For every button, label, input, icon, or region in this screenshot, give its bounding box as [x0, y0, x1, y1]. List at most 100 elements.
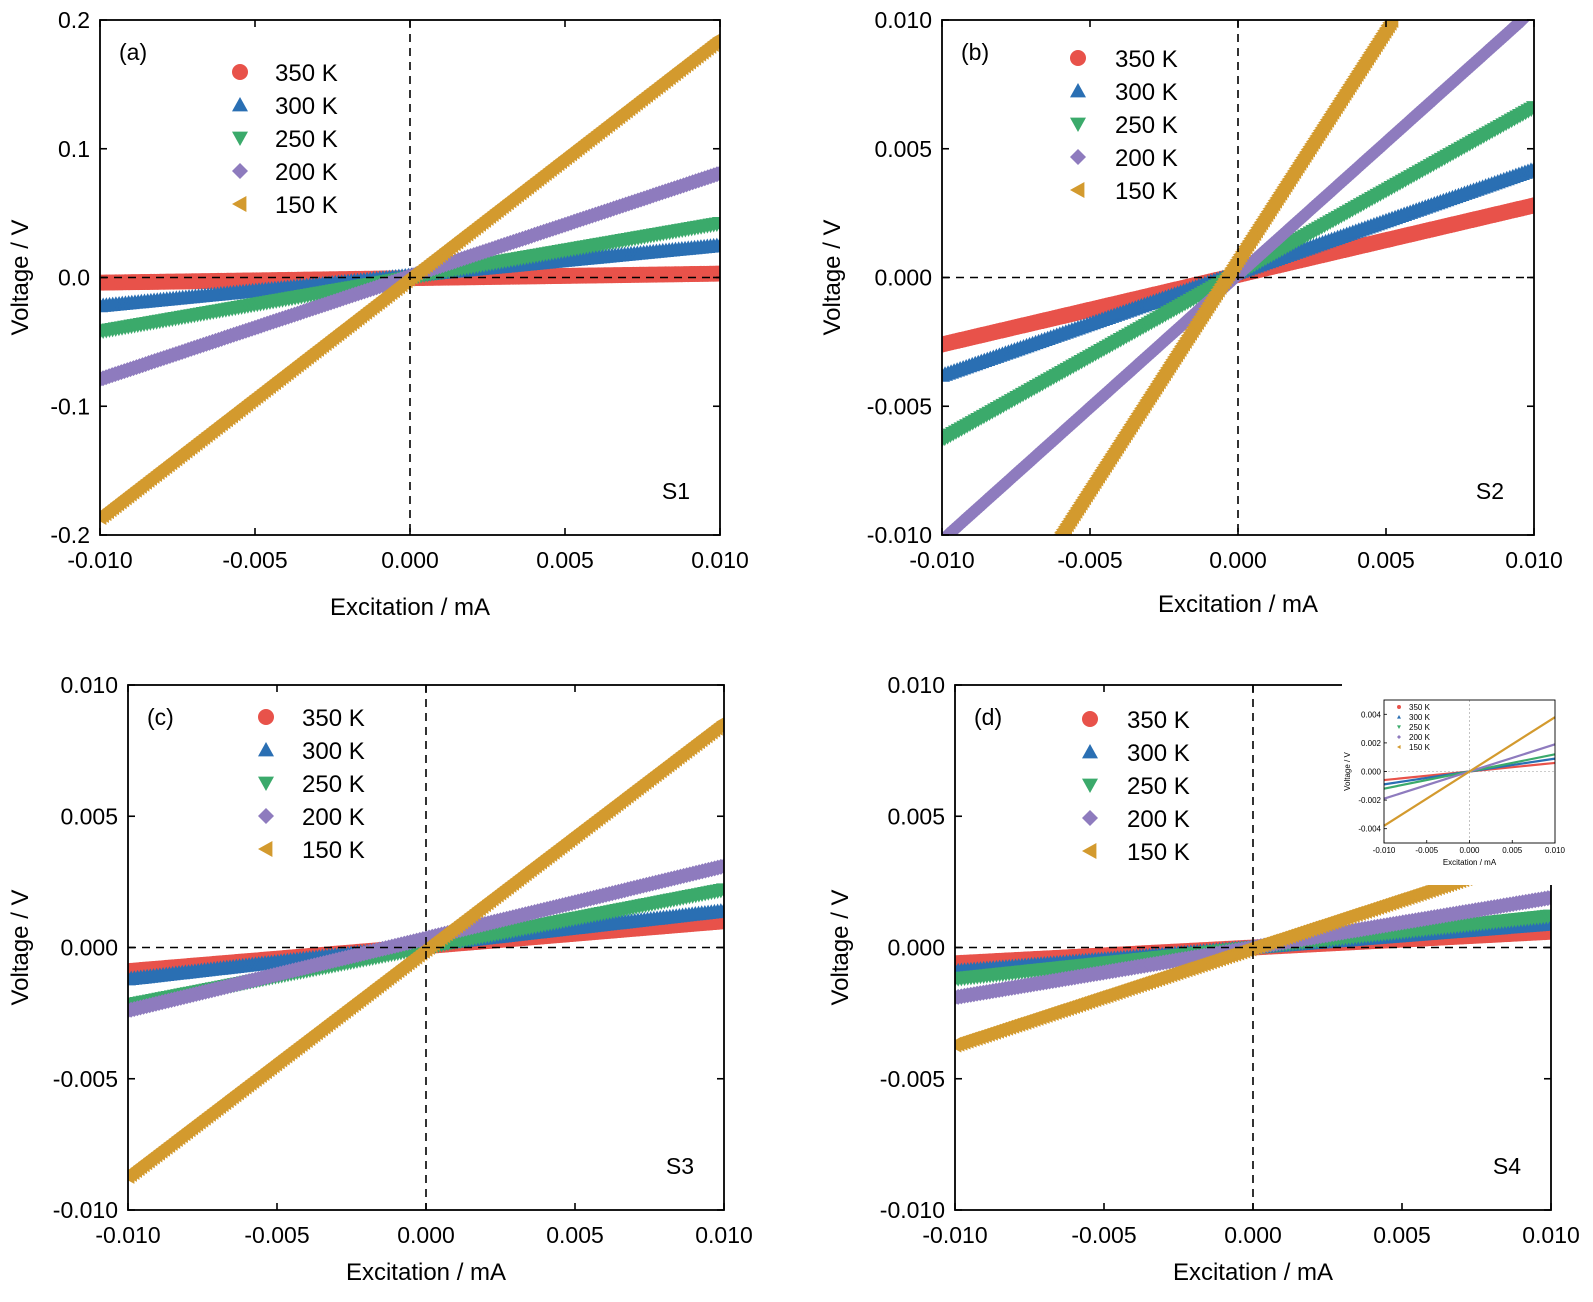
- y-tick-label: 0.010: [60, 672, 118, 698]
- x-axis-title: Excitation / mA: [346, 1259, 506, 1286]
- panel-c: -0.010 -0.005 0.000 0.005 0.010 -0.010 -0.005 0…: [7, 672, 753, 1286]
- x-tick-label: 0.010: [1505, 547, 1563, 573]
- inset-y-tick-label: -0.002: [1358, 796, 1381, 805]
- legend-marker: [258, 742, 274, 757]
- inset-x-tick-label: 0.000: [1459, 846, 1480, 855]
- legend-label: 350 K: [275, 60, 338, 87]
- x-tick-label: 0.010: [695, 1222, 753, 1248]
- legend-label: 150 K: [1127, 839, 1190, 866]
- legend: 350 K 300 K 250 K 200 K 150 K: [1082, 707, 1190, 866]
- legend-marker: [1070, 182, 1085, 198]
- y-tick-label: 0.2: [58, 7, 90, 33]
- y-tick-label: 0.005: [887, 803, 945, 829]
- inset-x-tick-label: 0.005: [1502, 846, 1523, 855]
- panel-label: (a): [119, 39, 147, 65]
- legend-marker: [232, 131, 248, 146]
- x-tick-label: 0.000: [1224, 1222, 1282, 1248]
- data-point: [1526, 161, 1534, 176]
- data-point: [712, 33, 720, 43]
- y-axis-title: Voltage / V: [7, 219, 34, 335]
- y-axis-title: Voltage / V: [819, 219, 846, 335]
- series-200K: [128, 858, 724, 1019]
- inset-legend-marker: [1397, 735, 1401, 739]
- data-area: [955, 844, 1551, 1053]
- series-200K: [100, 165, 720, 388]
- y-tick-label: -0.010: [880, 1197, 945, 1223]
- x-tick-label: -0.010: [909, 547, 974, 573]
- x-tick-label: 0.000: [397, 1222, 455, 1248]
- inset-x-tick-label: -0.010: [1373, 846, 1396, 855]
- y-tick-label: 0.005: [60, 803, 118, 829]
- legend-label: 300 K: [275, 93, 338, 120]
- x-tick-label: 0.010: [691, 547, 749, 573]
- inset-x-tick-label: 0.010: [1545, 846, 1566, 855]
- inset-y-tick-label: -0.004: [1358, 825, 1381, 834]
- inset-y-tick-label: 0.002: [1361, 739, 1382, 748]
- legend-label: 200 K: [1127, 806, 1190, 833]
- legend-label: 250 K: [1127, 773, 1190, 800]
- inset-y-axis-title: Voltage / V: [1343, 751, 1352, 790]
- y-tick-label: 0.000: [874, 265, 932, 291]
- x-tick-label: 0.010: [1522, 1222, 1580, 1248]
- legend-label: 350 K: [1127, 707, 1190, 734]
- legend: 350 K 300 K 250 K 200 K 150 K: [1070, 46, 1178, 205]
- x-tick-label: 0.000: [381, 547, 439, 573]
- data-point: [1543, 889, 1551, 906]
- inset-legend-marker: [1397, 705, 1401, 709]
- data-point: [1543, 915, 1551, 931]
- legend-label: 350 K: [1115, 46, 1178, 73]
- sample-label: S2: [1476, 478, 1504, 504]
- x-axis-title: Excitation / mA: [1173, 1259, 1333, 1286]
- y-axis-title: Voltage / V: [827, 889, 854, 1005]
- x-tick-label: -0.005: [1071, 1222, 1136, 1248]
- panel-b: -0.010 -0.005 0.000 0.005 0.010 -0.010 -0.005 0…: [819, 7, 1563, 618]
- legend-marker: [1070, 50, 1086, 66]
- inset-legend-label: 150 K: [1409, 743, 1431, 752]
- legend-marker: [1082, 810, 1098, 826]
- data-area: [942, 20, 1534, 535]
- panel-a: -0.010 -0.005 0.000 0.005 0.010 -0.2 -0.1 0.0 0.…: [7, 7, 749, 621]
- legend-marker: [232, 196, 247, 212]
- legend-label: 300 K: [1127, 740, 1190, 767]
- y-tick-label: -0.2: [50, 522, 90, 548]
- data-point: [1526, 197, 1534, 214]
- data-point: [1383, 20, 1399, 28]
- data-point: [716, 858, 724, 875]
- x-tick-label: 0.005: [1373, 1222, 1431, 1248]
- series-150K: [1052, 20, 1399, 535]
- inset-x-tick-label: -0.005: [1415, 846, 1438, 855]
- inset-legend-marker: [1397, 725, 1401, 729]
- series-150K: [100, 33, 720, 525]
- x-tick-label: -0.010: [922, 1222, 987, 1248]
- legend-marker: [258, 776, 274, 791]
- data-point: [1526, 101, 1534, 116]
- legend-label: 250 K: [302, 771, 365, 798]
- y-tick-label: 0.005: [874, 136, 932, 162]
- series-250K: [955, 909, 1551, 987]
- legend-label: 350 K: [302, 705, 365, 732]
- legend-label: 300 K: [302, 738, 365, 765]
- data-area: [100, 33, 720, 525]
- x-tick-label: 0.005: [536, 547, 594, 573]
- data-point: [1543, 909, 1551, 924]
- y-tick-label: -0.010: [867, 522, 932, 548]
- inset-legend-label: 250 K: [1409, 723, 1431, 732]
- sample-label: S1: [662, 478, 690, 504]
- panel-label: (d): [974, 704, 1002, 730]
- legend-label: 300 K: [1115, 79, 1178, 106]
- x-axis-title: Excitation / mA: [330, 594, 490, 621]
- x-tick-label: -0.005: [1057, 547, 1122, 573]
- y-tick-label: -0.005: [867, 393, 932, 419]
- y-tick-label: 0.000: [60, 935, 118, 961]
- y-tick-label: -0.005: [880, 1066, 945, 1092]
- legend-marker: [258, 808, 274, 824]
- legend-label: 200 K: [275, 159, 338, 186]
- x-tick-label: -0.010: [67, 547, 132, 573]
- inset-chart: -0.010 -0.005 0.000 0.005 0.010 -0.004 -0.002 0…: [1342, 684, 1567, 885]
- legend-marker: [232, 163, 248, 179]
- inset-series-line: [1383, 716, 1556, 827]
- legend-label: 150 K: [302, 837, 365, 864]
- legend-marker: [1082, 711, 1098, 727]
- data-point: [716, 717, 724, 727]
